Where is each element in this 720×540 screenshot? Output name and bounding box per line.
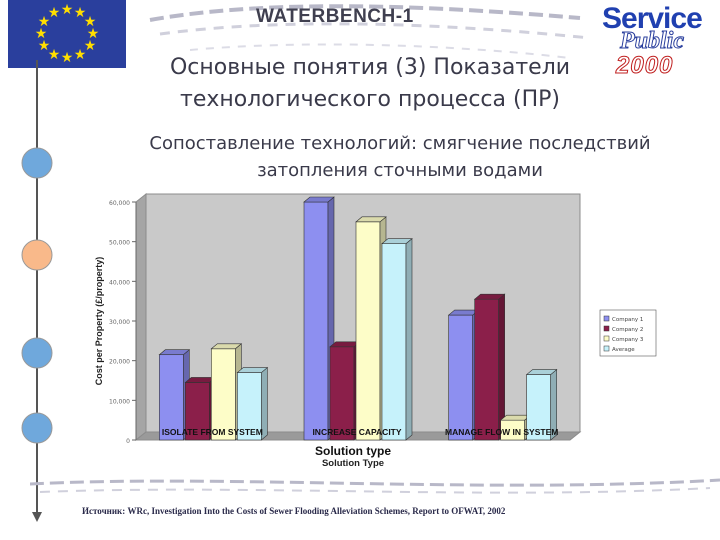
- svg-text:★: ★: [38, 38, 51, 54]
- x-axis-label: Solution type: [315, 444, 391, 458]
- legend-swatch: [603, 335, 610, 342]
- timeline-node: [21, 337, 53, 369]
- bar: [303, 201, 329, 441]
- y-tick-label: 40,000: [109, 279, 130, 286]
- legend-label: Company 1: [612, 317, 643, 323]
- bar-top: [303, 196, 335, 203]
- bar: [381, 243, 407, 441]
- bar-top: [210, 343, 243, 350]
- bar: [211, 348, 236, 441]
- slide-subtitle-line-2: затопления сточными водами: [257, 160, 543, 181]
- timeline-node: [21, 147, 53, 179]
- timeline-node-active: [21, 239, 53, 271]
- svg-text:★: ★: [84, 38, 97, 54]
- y-tick-label: 30,000: [109, 319, 130, 326]
- y-tick-label: 50,000: [109, 240, 130, 247]
- eu-flag-logo: ★ ★ ★ ★ ★ ★ ★ ★ ★ ★ ★ ★: [8, 0, 126, 68]
- svg-text:★: ★: [48, 47, 61, 63]
- legend-swatch: [603, 315, 610, 322]
- source-citation: Источник: WRc, Investigation Into the Co…: [82, 506, 506, 516]
- bar-top: [525, 369, 558, 375]
- svg-text:★: ★: [74, 5, 87, 21]
- cost-comparison-chart: 0 10,000 20,000 30,000 40,000 50,000 60,000 Cos…: [84, 180, 682, 480]
- legend-swatch: [603, 325, 610, 332]
- bar-side: [405, 238, 413, 441]
- y-tick-label: 60,000: [109, 200, 130, 207]
- x-axis-label-repeat: Solution Type: [322, 458, 384, 469]
- y-tick-label: 10,000: [109, 398, 130, 405]
- logo-line-3: 2000: [615, 52, 674, 80]
- legend-label: Company 2: [612, 327, 643, 333]
- timeline-node: [21, 412, 53, 444]
- bar: [185, 382, 210, 441]
- y-tick-label: 20,000: [109, 359, 130, 366]
- bar-top: [236, 367, 269, 373]
- bar: [329, 346, 355, 441]
- slide-subtitle-line-1: Сопоставление технологий: смягчение посл…: [149, 133, 651, 154]
- bar: [474, 298, 499, 441]
- chart-side-wall: [135, 192, 147, 442]
- timeline-arrow-icon: [32, 512, 42, 522]
- svg-text:★: ★: [61, 2, 74, 18]
- bar: [237, 372, 262, 441]
- left-timeline-decoration: [21, 60, 53, 522]
- x-category-label: ISOLATE FROM SYSTEM: [162, 427, 263, 437]
- svg-text:★: ★: [38, 14, 51, 30]
- service-public-2000-logo: Service Public 2000: [598, 0, 716, 82]
- svg-text:★: ★: [48, 5, 61, 21]
- x-category-label: MANAGE FLOW IN SYSTEM: [445, 427, 558, 437]
- bar-top: [381, 238, 413, 244]
- x-category-label: INCREASE CAPACITY: [312, 427, 401, 437]
- bar-top: [158, 349, 191, 356]
- y-axis-label: Cost per Property (£/property): [94, 257, 104, 386]
- bar-top: [473, 293, 506, 300]
- legend-swatch: [603, 345, 610, 352]
- eu-stars-icon: ★ ★★ ★★★ ★★★ ★★★: [35, 2, 100, 66]
- svg-text:★: ★: [74, 47, 87, 63]
- bar: [448, 314, 473, 441]
- svg-text:★: ★: [87, 26, 100, 42]
- bar: [355, 221, 381, 441]
- svg-text:★: ★: [84, 14, 97, 30]
- footer-swoosh-decoration: [30, 478, 720, 494]
- logo-line-1: Service: [602, 2, 703, 35]
- legend-label: Average: [612, 347, 635, 353]
- slide-title-line-1: Основные понятия (3) Показатели: [169, 55, 571, 80]
- header-swoosh-decoration: [149, 4, 591, 59]
- y-tick-label: 0: [126, 438, 130, 445]
- legend-label: Company 3: [612, 337, 644, 343]
- legend-box: [599, 309, 657, 357]
- bar-top: [355, 216, 387, 223]
- svg-text:★: ★: [35, 26, 48, 42]
- header-title: WATERBENCH-1: [256, 6, 414, 27]
- logo-line-2: Public: [620, 28, 685, 55]
- slide-title-line-2: технологического процесса (ПР): [180, 87, 560, 112]
- chart-svg: 0 10,000 20,000 30,000 40,000 50,000 60,000 Cos…: [84, 180, 682, 480]
- svg-text:★: ★: [61, 50, 74, 66]
- bar: [526, 374, 551, 441]
